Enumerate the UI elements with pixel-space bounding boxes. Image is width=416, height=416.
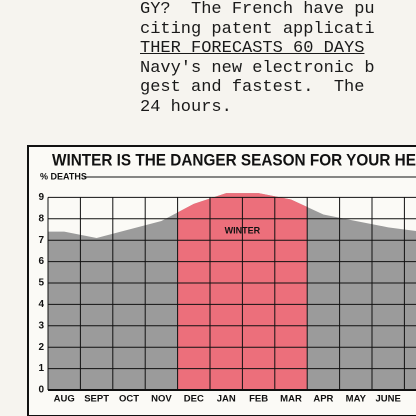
y-tick-label: 8 <box>38 213 44 224</box>
x-tick-label: NOV <box>151 394 172 405</box>
text-line: 24 hours. <box>140 97 232 117</box>
x-tick-label: SEPT <box>84 394 109 405</box>
x-tick-label: MAR <box>280 394 302 405</box>
y-tick-label: 0 <box>38 385 44 396</box>
x-tick-label: DEC <box>184 394 204 405</box>
x-tick-label: FEB <box>249 394 268 405</box>
x-tick-label: JUNE <box>376 394 401 405</box>
y-tick-label: 1 <box>38 363 44 374</box>
x-tick-label: AUG <box>54 394 75 405</box>
text-line: Navy's new electronic b <box>140 58 375 78</box>
x-tick-label: APR <box>313 394 333 405</box>
y-tick-label: 6 <box>38 256 44 267</box>
text-line: citing patent applicati <box>140 19 375 39</box>
text-line: GY? The French have pu <box>140 0 375 19</box>
y-tick-label: 9 <box>38 192 44 203</box>
y-tick-label: 3 <box>38 320 44 331</box>
x-tick-label: JAN <box>217 394 236 405</box>
text-block: GY? The French have pu citing patent appl… <box>140 0 375 117</box>
x-tick-label: MAY <box>346 394 367 405</box>
y-tick-label: 2 <box>38 342 44 353</box>
text-line: THER FORECASTS 60 DAYS <box>140 39 365 58</box>
y-tick-label: 5 <box>38 278 44 289</box>
y-tick-label: 4 <box>38 299 44 310</box>
y-tick-label: 7 <box>38 235 44 246</box>
text-line: gest and fastest. The <box>140 78 365 97</box>
chart-title: WINTER IS THE DANGER SEASON FOR YOUR HEA <box>52 150 416 169</box>
y-axis-label: % DEATHS <box>40 171 87 181</box>
x-tick-label: OCT <box>119 394 139 405</box>
